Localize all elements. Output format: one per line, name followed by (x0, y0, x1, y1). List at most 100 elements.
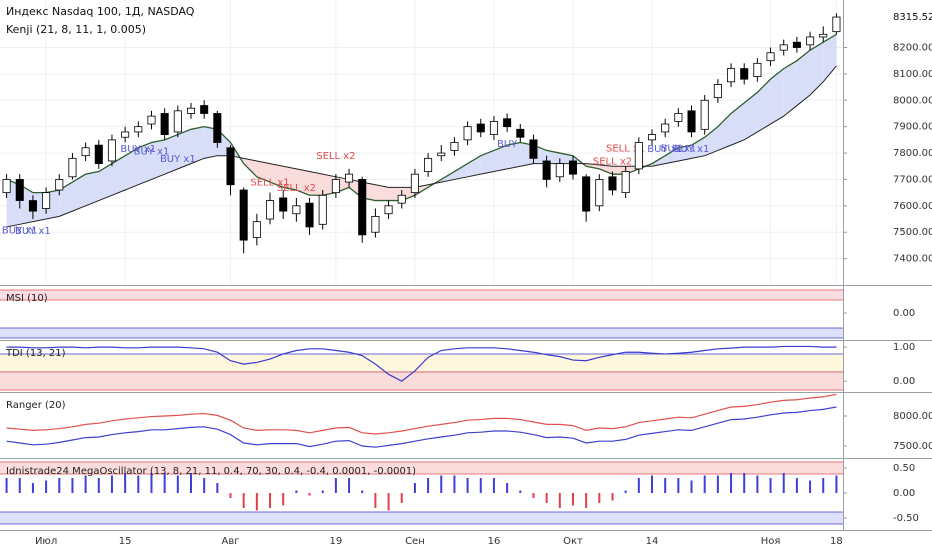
kenji-band (546, 150, 560, 164)
osc-bar (308, 493, 311, 496)
y-tick-label: 8200.00 (893, 43, 932, 54)
buy-signal: BUY x1 (660, 144, 696, 155)
osc-bar (413, 483, 416, 493)
osc-bar (769, 478, 772, 493)
last-price: 8315.52 (893, 12, 932, 23)
osc-bar (229, 493, 232, 498)
candle-body (397, 194, 406, 204)
panel-title: Idnistrade24 MegaOscillator (13, 8, 21, … (6, 466, 416, 477)
candle-body (555, 163, 564, 178)
candle-body (147, 115, 156, 125)
candle-body (700, 99, 709, 130)
osc-bar (545, 493, 548, 503)
osc-bar (756, 475, 759, 493)
chart-title: Индекс Nasdaq 100, 1Д, NASDAQ (6, 5, 195, 18)
kenji-fast-line (6, 33, 837, 202)
candle-body (15, 179, 24, 201)
kenji-band (744, 92, 758, 140)
candle-body (213, 113, 222, 143)
candle-body (28, 200, 37, 212)
osc-bar (795, 478, 798, 493)
indicator-line (6, 345, 837, 382)
sell-signal: SELL x2 (316, 151, 355, 162)
level-zone (0, 462, 843, 474)
y-tick-label: -0.50 (893, 513, 919, 524)
osc-bar (664, 478, 667, 493)
osc-bar (427, 478, 430, 493)
candle-body (516, 128, 525, 138)
candle-body (292, 205, 301, 215)
kenji-band (810, 42, 824, 95)
candle-body (661, 123, 670, 133)
candle-body (42, 192, 51, 209)
osc-bar (558, 493, 561, 508)
candle-body (792, 41, 801, 48)
candle-body (713, 84, 722, 99)
candle-body (252, 221, 261, 238)
kenji-band (59, 182, 73, 217)
osc-bar (690, 480, 693, 493)
kenji-band (770, 68, 784, 125)
kenji-band (296, 168, 310, 196)
candle-body (345, 173, 354, 183)
kenji-band (177, 129, 191, 169)
osc-bar (400, 493, 403, 503)
kenji-band (283, 166, 297, 190)
candle-body (489, 120, 498, 135)
level-zone (0, 328, 843, 338)
candle-body (687, 110, 696, 133)
osc-bar (334, 478, 337, 493)
kenji-band (823, 34, 837, 82)
osc-bar (163, 473, 166, 493)
level-zone (0, 354, 843, 372)
osc-bar (716, 475, 719, 493)
candle-body (107, 139, 116, 162)
indicator-line (6, 393, 837, 435)
osc-bar (203, 478, 206, 493)
kenji-band (111, 155, 126, 196)
kenji-band (243, 158, 257, 177)
x-tick-label: 15 (119, 536, 132, 547)
candle-body (634, 142, 643, 170)
osc-bar (110, 475, 113, 493)
candle-body (582, 176, 591, 212)
osc-bar (5, 478, 8, 493)
x-tick-label: Июл (35, 536, 57, 547)
candle-body (358, 179, 367, 236)
indicator-label: Kenji (21, 8, 11, 1, 0.005) (6, 23, 146, 36)
osc-bar (374, 493, 377, 508)
x-tick-label: Окт (563, 536, 583, 547)
candle-body (266, 200, 275, 220)
kenji-band (98, 163, 112, 201)
osc-bar (255, 493, 258, 511)
buy-signal: BUY x1 (674, 144, 710, 155)
kenji-band (256, 160, 271, 183)
panel-title: TDI (13, 21) (5, 348, 66, 359)
panel-title: MSI (10) (6, 293, 48, 304)
osc-bar (45, 480, 48, 493)
y-tick-label: 8000.00 (893, 411, 932, 422)
kenji-band (796, 50, 811, 106)
sell-signal: SELL x1 (606, 143, 645, 154)
candle-body (384, 205, 393, 215)
candle-body (727, 68, 736, 83)
osc-bar (624, 490, 627, 493)
level-zone (0, 290, 843, 300)
kenji-band (85, 171, 99, 206)
candle-body (450, 142, 459, 151)
buy-signal: BUY x1 (2, 225, 38, 236)
y-tick-label: 7900.00 (893, 122, 932, 133)
buy-signal: BUY x1 (120, 144, 156, 155)
level-zone (0, 512, 843, 524)
osc-bar (242, 493, 245, 508)
osc-bar (571, 493, 574, 506)
osc-bar (387, 493, 390, 511)
osc-bar (703, 475, 706, 493)
osc-bar (651, 475, 654, 493)
osc-bar (150, 473, 153, 493)
osc-bar (677, 478, 680, 493)
kenji-band (507, 142, 521, 169)
osc-bar (269, 493, 272, 508)
osc-bar (71, 478, 74, 493)
candle-body (81, 147, 90, 157)
